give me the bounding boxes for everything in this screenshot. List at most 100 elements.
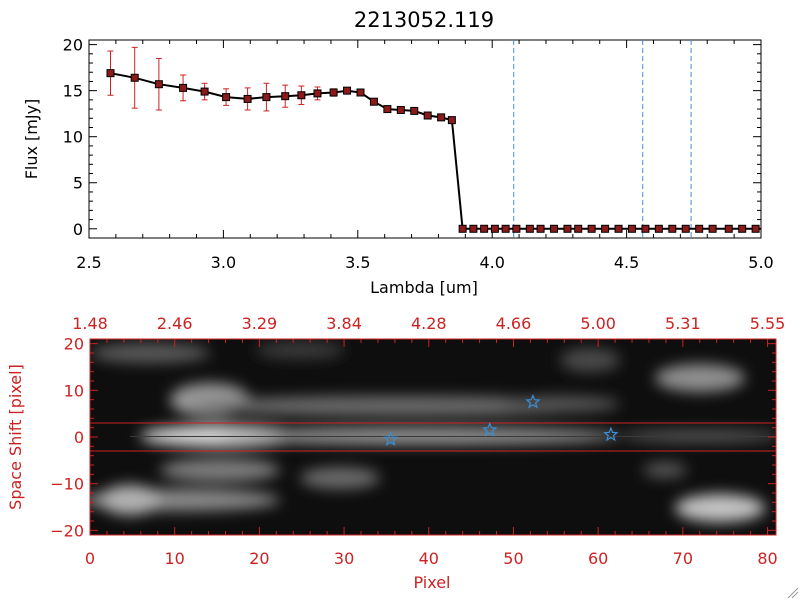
flux-point: [410, 106, 419, 115]
star-marker: [603, 426, 619, 442]
x-tick-label: 70: [673, 549, 693, 568]
flux-point: [724, 224, 733, 233]
spectrum-frame: [88, 39, 762, 239]
resize-grip-icon[interactable]: [787, 587, 799, 599]
x-tick-label: 20: [249, 549, 269, 568]
flux-point: [297, 91, 306, 100]
top-tick-label: 3.29: [242, 314, 278, 333]
blue-dashed-lines: [513, 40, 692, 238]
pixel-x-ticks: 0 10 20 30 40 50 60 70 80: [85, 527, 778, 568]
flux-point: [313, 89, 322, 98]
top-tick-label: 5.55: [750, 314, 786, 333]
wavelength-top-ticks: 1.48 2.46 3.29 3.84 4.28 4.66 5.00 5.31 5.55: [72, 314, 785, 347]
x-tick-label: 5.0: [748, 253, 773, 272]
y-tick-label: 0: [73, 220, 83, 239]
flux-point: [601, 224, 610, 233]
flux-point: [501, 224, 510, 233]
x-tick-label: 10: [165, 549, 185, 568]
image-area: [90, 339, 776, 535]
top-tick-label: 2.46: [157, 314, 193, 333]
y-tick-label: 15: [63, 82, 83, 101]
flux-point: [130, 73, 139, 82]
flux-point: [437, 113, 446, 122]
flux-point: [550, 224, 559, 233]
x-tick-label: 3.0: [211, 253, 236, 272]
flux-point: [343, 86, 352, 95]
flux-point: [106, 69, 115, 78]
spectrum-plot: 2213052.119 2.5 3.0 3.5 4.0 4.5 5.0 05101520 …: [22, 8, 774, 297]
flux-point: [179, 83, 188, 92]
x-tick-label: 80: [757, 549, 777, 568]
flux-point: [574, 224, 583, 233]
x-tick-label: 50: [503, 549, 523, 568]
flux-point: [396, 105, 405, 114]
flux-point: [525, 224, 534, 233]
flux-point: [738, 224, 747, 233]
flux-point: [587, 224, 596, 233]
x-tick-label: 4.0: [479, 253, 504, 272]
x-tick-label: 4.5: [614, 253, 639, 272]
x-tick-label: 3.5: [345, 253, 370, 272]
top-tick-label: 5.00: [580, 314, 616, 333]
top-tick-label: 4.66: [496, 314, 532, 333]
flux-point: [243, 94, 252, 103]
y-tick-label: −10: [50, 475, 84, 494]
flux-point: [329, 88, 338, 97]
flux-point: [469, 224, 478, 233]
flux-point: [480, 224, 489, 233]
flux-point: [447, 116, 456, 125]
y-tick-label: 0: [74, 428, 84, 447]
star-markers: [382, 393, 619, 446]
y-tick-label: 20: [63, 36, 83, 55]
x-tick-label: 30: [334, 549, 354, 568]
flux-line: [110, 72, 761, 230]
spectrum-x-ticks: 2.5 3.0 3.5 4.0 4.5 5.0: [76, 40, 774, 272]
y-tick-label: 10: [64, 381, 84, 400]
flux-point: [681, 224, 690, 233]
image-y-label: Space Shift [pixel]: [6, 364, 25, 510]
star-marker: [525, 393, 541, 409]
top-tick-label: 3.84: [326, 314, 362, 333]
flux-point: [262, 93, 271, 102]
flux-point: [154, 80, 163, 89]
top-tick-label: 5.31: [665, 314, 701, 333]
flux-point: [490, 224, 499, 233]
x-tick-label: 60: [588, 549, 608, 568]
flux-point: [423, 111, 432, 120]
flux-point: [536, 224, 545, 233]
flux-point: [512, 224, 521, 233]
spectrum-x-label: Lambda [um]: [370, 278, 478, 297]
flux-point: [751, 224, 760, 233]
flux-point: [708, 224, 717, 233]
flux-point: [641, 224, 650, 233]
flux-point: [356, 88, 365, 97]
y-tick-label: 10: [63, 128, 83, 147]
flux-point: [614, 224, 623, 233]
flux-point: [654, 224, 663, 233]
x-tick-label: 0: [85, 549, 95, 568]
x-tick-label: 40: [419, 549, 439, 568]
spectrum-y-ticks: 0 5 10 15 20: [63, 36, 761, 239]
star-marker: [482, 421, 498, 437]
flux-point: [627, 224, 636, 233]
aperture-lines: [90, 422, 776, 452]
flux-point: [200, 87, 209, 96]
space-shift-y-ticks: −20 −10 0 10 20: [50, 335, 776, 540]
spectrum-2d-image: 0 10 20 30 40 50 60 70 80 1.48 2.46 3.29 3.84 4.28 4.…: [6, 314, 785, 592]
flux-point: [695, 224, 704, 233]
flux-point: [563, 224, 572, 233]
top-tick-label: 1.48: [72, 314, 108, 333]
y-tick-label: 20: [64, 335, 84, 354]
star-marker: [382, 431, 399, 446]
y-tick-label: −20: [50, 521, 84, 540]
flux-point: [281, 92, 290, 101]
y-tick-label: 5: [73, 174, 83, 193]
flux-point: [383, 105, 392, 114]
flux-point: [668, 224, 677, 233]
flux-point: [222, 93, 231, 102]
flux-point: [369, 97, 378, 106]
flux-point: [458, 224, 467, 233]
image-x-label: Pixel: [413, 573, 450, 592]
spectrum-title: 2213052.119: [354, 8, 494, 32]
